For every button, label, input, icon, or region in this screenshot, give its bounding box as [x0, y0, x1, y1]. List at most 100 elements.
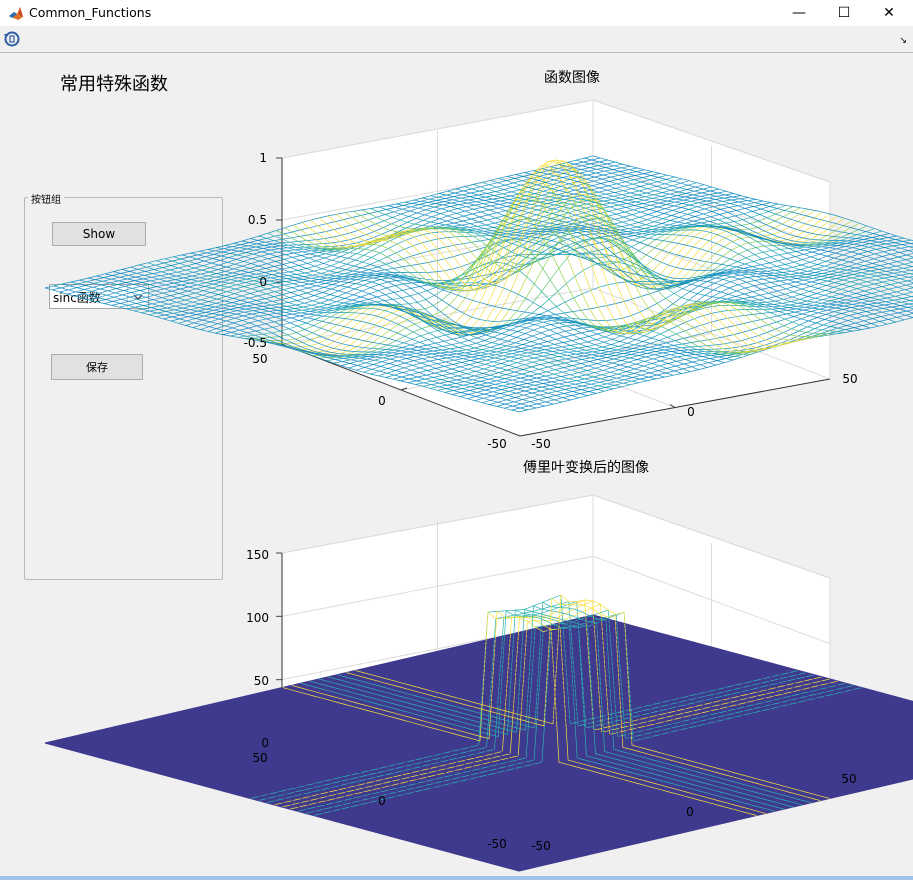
mesh-line [90, 731, 565, 861]
show-button[interactable]: Show [52, 222, 146, 246]
mesh-line [53, 285, 528, 411]
mesh-line [190, 252, 665, 378]
mesh-line [583, 616, 913, 707]
mesh-line [524, 172, 913, 275]
mesh-line [245, 695, 720, 825]
button-group-panel [24, 197, 223, 580]
mesh-line [567, 162, 913, 253]
mesh-line [565, 621, 913, 716]
plot2-xtick-labels: -50 0 50 [531, 772, 856, 853]
mesh-line [273, 689, 748, 819]
mesh-line [44, 742, 520, 872]
mesh-line [139, 264, 614, 390]
mesh-line [465, 644, 913, 767]
mesh-line [421, 197, 896, 323]
mesh-line [373, 665, 848, 795]
mesh-line [70, 281, 545, 407]
mesh-line [483, 640, 913, 757]
mesh-line [382, 663, 857, 793]
maximize-button[interactable]: ☐ [821, 0, 867, 26]
mesh-line [113, 271, 588, 396]
mesh-line [510, 633, 913, 744]
mesh-line [79, 279, 554, 405]
plot1-ytick-labels: 50 0 -50 [252, 352, 506, 451]
plot1-ztick: 0 [259, 275, 267, 289]
plot2-ytick: 0 [378, 794, 386, 808]
mesh-line [550, 166, 913, 263]
mesh-line [335, 168, 811, 344]
mesh-line [355, 594, 830, 799]
plot1-ztick-labels: 1 0.5 0 -0.5 [244, 151, 267, 350]
save-button[interactable]: 保存 [51, 354, 143, 380]
mesh-line [87, 277, 562, 403]
mesh-line [291, 610, 766, 814]
plot1-xtick-labels: -50 0 50 [531, 372, 857, 451]
plot2-ytick: 50 [252, 751, 267, 765]
mesh-line [255, 693, 730, 823]
mesh-line [541, 168, 913, 268]
mesh-line [392, 661, 867, 791]
mesh-line [529, 629, 913, 734]
mesh-line [327, 160, 802, 347]
close-icon: ✕ [883, 5, 895, 21]
mesh-line [370, 208, 845, 333]
mesh-line [519, 631, 913, 739]
plot2-ztick: 150 [246, 548, 269, 562]
mesh-line [122, 269, 597, 394]
plot1-surface [44, 155, 913, 413]
mesh-line [241, 240, 717, 366]
plot2-xtick: -50 [531, 839, 551, 853]
plot2-ytick: -50 [487, 837, 507, 851]
mesh-line [72, 736, 547, 865]
mesh-line [147, 262, 622, 388]
mesh-line [104, 273, 579, 399]
mesh-line [575, 159, 913, 249]
mesh-line [346, 597, 821, 801]
plot2-xtick: 0 [686, 805, 694, 819]
mesh-line [547, 625, 913, 725]
minimize-button[interactable]: — [776, 0, 822, 26]
mesh-line [490, 179, 913, 293]
mesh-line [410, 657, 885, 787]
mesh-line [515, 174, 913, 279]
plot1-ztick: 1 [259, 151, 267, 165]
maximize-icon: ☐ [837, 5, 851, 21]
mesh-line [236, 697, 711, 827]
dock-arrow-icon[interactable]: ↘ [899, 36, 907, 46]
page-title: 常用特殊函数 [60, 74, 168, 95]
restore-view-icon[interactable] [3, 30, 21, 48]
mesh-line [267, 232, 742, 358]
mesh-line [396, 203, 871, 329]
mesh-line [191, 708, 666, 838]
close-button[interactable]: ✕ [866, 0, 912, 26]
plot1-title: 函数图像 [544, 70, 600, 86]
mesh-line [364, 667, 839, 797]
mesh-line [130, 266, 605, 392]
mesh-line [145, 719, 620, 848]
mesh-line [438, 193, 913, 318]
mesh-line [282, 611, 757, 816]
mesh-line [209, 704, 684, 833]
mesh-line [154, 717, 629, 846]
plot2-surface [44, 594, 913, 872]
plot2-ztick: 50 [254, 674, 269, 688]
matlab-icon [9, 7, 23, 20]
mesh-line [218, 702, 693, 831]
mesh-line [501, 635, 913, 748]
mesh-line [538, 627, 913, 730]
mesh-line [173, 256, 648, 382]
plot2-title: 傅里叶变换后的图像 [523, 459, 649, 476]
button-group-label: 按钮组 [28, 191, 64, 206]
plot1-ytick: -50 [487, 437, 507, 451]
plot-sinc: 函数图像 1 0.5 0 -0.5 50 0 -50 -50 0 50 [44, 70, 913, 451]
plot2-xtick: 50 [841, 772, 856, 786]
mesh-line [108, 727, 583, 857]
mesh-line [558, 164, 913, 258]
mesh-line [181, 710, 657, 840]
mesh-line [44, 287, 520, 413]
mesh-line [216, 247, 691, 372]
mesh-line [455, 188, 913, 310]
plot2-ztick: 0 [261, 736, 269, 750]
plot1-xtick: -50 [531, 437, 551, 451]
